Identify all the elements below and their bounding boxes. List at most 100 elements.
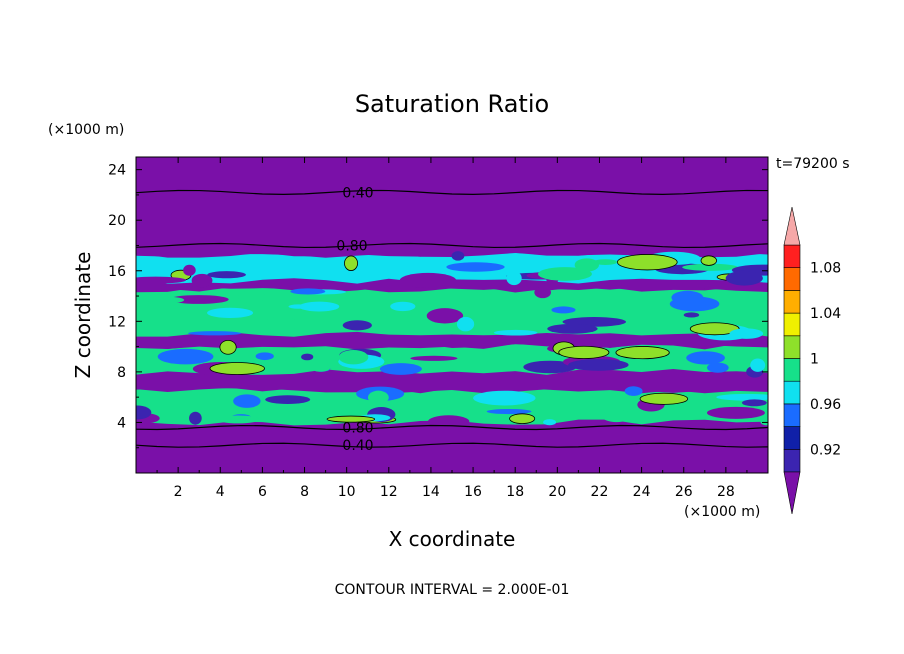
field-patch: [716, 393, 768, 401]
field-patch: [168, 295, 229, 304]
field-patch: [428, 415, 470, 428]
field-patch: [288, 304, 308, 309]
y-axis-ticks: 4 8 12 16 20 24: [108, 163, 768, 449]
field-patch: [624, 386, 643, 396]
field-patch: [706, 406, 765, 419]
field-patch: [523, 360, 577, 374]
field-patch: [290, 288, 326, 295]
y-tick-label: 24: [108, 163, 126, 179]
contour-line: [136, 442, 768, 448]
field-patch: [558, 345, 610, 359]
field-patch: [344, 255, 358, 271]
field-patch: [238, 290, 266, 304]
field-patch: [534, 286, 551, 299]
x-tick-label: 12: [380, 484, 398, 500]
contour-layer: [136, 189, 768, 448]
x-tick-label: 20: [548, 484, 566, 500]
colorbar-segment: [783, 358, 801, 382]
colorbar-label: 1.04: [810, 306, 841, 322]
contour-label: 0.40: [342, 438, 373, 454]
y-units-label: (×1000 m): [48, 122, 124, 138]
field-patch: [207, 307, 254, 318]
field-patch: [446, 262, 505, 272]
x-tick-label: 14: [422, 484, 440, 500]
field-patch: [601, 409, 632, 423]
band-region: [136, 277, 768, 293]
field-patch: [191, 273, 213, 288]
colorbar-segment: [783, 267, 801, 291]
colorbar-label: 1.08: [810, 261, 841, 277]
field-patch: [399, 272, 457, 288]
band-region: [136, 442, 768, 473]
y-tick-label: 4: [117, 415, 126, 431]
x-tick-label: 18: [506, 484, 524, 500]
field-patch: [189, 411, 202, 425]
field-patch: [551, 306, 576, 314]
contour-line: [136, 242, 768, 249]
y-axis-label: Z coordinate: [71, 252, 95, 379]
colorbar-segment: [783, 403, 801, 427]
field-patch: [456, 316, 475, 332]
field-patch: [689, 322, 740, 336]
field-patch: [615, 346, 670, 360]
field-patch: [741, 399, 767, 407]
field-patch: [443, 348, 463, 364]
field-patch: [216, 415, 260, 424]
field-patch: [568, 359, 629, 371]
field-patch: [342, 320, 372, 331]
field-patch: [209, 259, 240, 264]
field-patch: [310, 364, 331, 372]
x-tick-label: 16: [464, 484, 482, 500]
x-units-label: (×1000 m): [684, 504, 760, 520]
x-tick-label: 4: [216, 484, 225, 500]
field-patch: [707, 362, 729, 373]
colorbar-label: 0.96: [810, 397, 841, 413]
field-patch: [265, 395, 311, 404]
field-patch: [146, 296, 185, 304]
field-patch: [379, 363, 422, 375]
field-patch: [750, 358, 766, 372]
colorbar-segment: [783, 244, 801, 269]
contour-label: 0.80: [342, 420, 373, 436]
field-patch: [593, 259, 618, 265]
x-tick-label: 26: [675, 484, 693, 500]
x-axis-ticks: 2 4 6 8 10 12 14 16 18 20 22 24 26 28: [156, 157, 748, 500]
field-patch: [543, 419, 557, 426]
y-tick-label: 8: [117, 365, 126, 381]
time-label: t=79200 s: [776, 156, 850, 172]
field-patch: [233, 394, 261, 408]
field-patch: [725, 270, 763, 286]
colorbar-max-arrow: [783, 206, 801, 246]
field-patch: [616, 254, 678, 271]
y-tick-label: 20: [108, 213, 126, 229]
field-patch: [538, 267, 592, 281]
field-patch: [219, 339, 237, 355]
band-region: [136, 157, 768, 258]
colorbar-segment: [783, 290, 801, 314]
field-patch: [451, 251, 465, 261]
y-tick-label: 12: [108, 314, 126, 330]
x-tick-label: 6: [258, 484, 267, 500]
band-region: [136, 419, 768, 449]
field-patch: [682, 263, 739, 271]
field-patch: [493, 329, 538, 336]
field-patch: [209, 362, 265, 375]
field-patch: [284, 356, 301, 363]
field-patch: [639, 392, 689, 405]
colorbar-segment: [783, 448, 801, 473]
field-patch: [367, 390, 389, 405]
colorbar-segment: [783, 380, 801, 405]
colorbar-label: 0.92: [810, 442, 841, 458]
x-tick-label: 8: [300, 484, 309, 500]
field-patch: [390, 301, 416, 312]
field-patch: [410, 355, 458, 361]
field-patch: [338, 350, 369, 365]
colorbar: 0.92 0.96 1 1.04 1.08: [783, 206, 841, 515]
field-patch: [671, 290, 704, 305]
x-tick-label: 22: [591, 484, 609, 500]
field-patch: [136, 276, 187, 284]
field-patch: [686, 351, 725, 365]
x-tick-label: 2: [174, 484, 183, 500]
band-region: [136, 331, 768, 350]
